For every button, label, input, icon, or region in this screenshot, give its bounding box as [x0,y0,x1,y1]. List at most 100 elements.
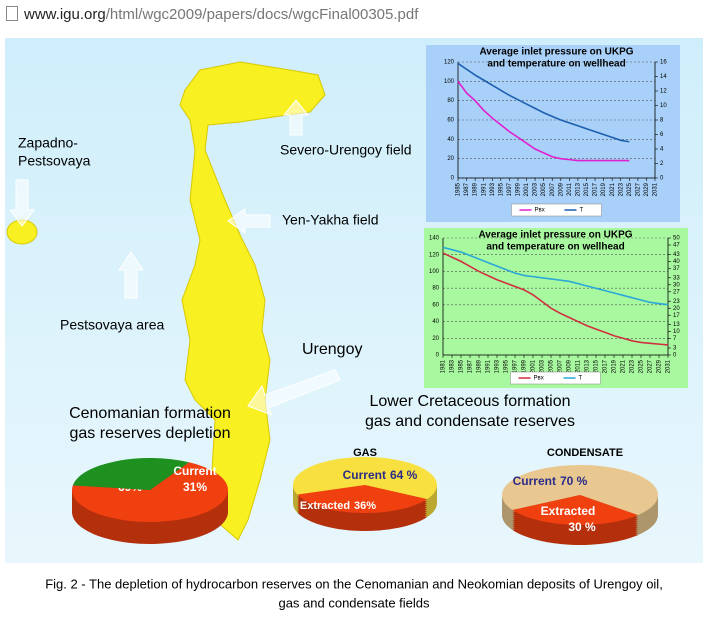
chart-title: Average inlet pressure on UKPG [479,47,633,58]
y2-tick-label: 14 [660,74,667,80]
pie-label-name: Extracted [541,504,596,518]
x-tick-label: 1993 [495,359,501,373]
x-tick-label: 2007 [550,182,556,196]
x-tick-label: 2017 [603,359,609,373]
y-tick-label: 0 [436,353,440,359]
x-tick-label: 1985 [459,359,465,373]
y2-tick-label: 7 [673,336,677,342]
series-line [457,80,630,162]
caption: Fig. 2 - The depletion of hydrocarbon re… [45,576,663,591]
pie-label-value: 30 % [568,520,596,534]
x-tick-label: 1995 [504,359,510,373]
y-tick-label: 40 [447,137,454,143]
x-tick-label: 1997 [507,182,513,196]
x-tick-label: 2015 [584,182,590,196]
x-tick-label: 1995 [498,182,504,196]
pie-slice [297,485,428,513]
legend-box [510,371,601,385]
x-tick-label: 2019 [601,182,607,196]
pie-slice [502,465,658,516]
x-tick-label: 2019 [612,359,618,373]
x-tick-label: 2005 [549,359,555,373]
legend-label: T [580,208,584,214]
y2-tick-label: 0 [660,176,664,182]
series-line [457,62,630,143]
pie-slice [512,495,638,525]
x-tick-label: 2021 [610,182,616,196]
address-bar[interactable]: www.igu.org/html/wgc2009/papers/docs/wgc… [0,0,708,30]
x-tick-label: 1997 [513,359,519,373]
y2-tick-label: 43 [673,252,680,258]
legend-label: T [579,376,583,382]
y-tick-label: 80 [432,286,439,292]
x-tick-label: 1999 [516,182,522,196]
x-tick-label: 2029 [644,182,650,196]
x-tick-label: 2021 [621,359,627,373]
y-tick-label: 0 [451,176,455,182]
pie-slice [293,457,438,500]
pie-label-name: Extracted [300,500,350,512]
y2-tick-label: 6 [660,132,664,138]
chart-title: and temperature on wellhead [486,242,624,253]
y-tick-label: 100 [429,269,440,275]
url-host: www.igu.org [24,6,106,23]
y2-tick-label: 50 [673,236,680,242]
legend-label: Pвх [534,376,544,382]
x-tick-label: 2003 [533,182,539,196]
x-tick-label: 2011 [576,359,582,373]
x-tick-label: 1989 [473,182,479,196]
y2-tick-label: 10 [660,103,667,109]
pie-label-name: Current [173,464,216,478]
y2-tick-label: 8 [660,118,664,124]
x-tick-label: 2031 [666,359,672,373]
url-path: /html/wgc2009/papers/docs/wgcFinal00305.… [105,6,419,23]
x-tick-label: 1987 [464,182,470,196]
pie-title: GAS [353,447,377,459]
y-tick-label: 60 [447,118,454,124]
pie-label: Extracted 36% [300,500,376,512]
pie-title: gas reserves depletion [70,425,231,442]
y-tick-label: 100 [444,79,455,85]
y2-tick-label: 30 [673,282,680,288]
x-tick-label: 2015 [594,359,600,373]
y2-tick-label: 37 [673,266,680,272]
x-tick-label: 1987 [468,359,474,373]
pie-label: Current 64 % [343,468,418,482]
y-tick-label: 140 [429,236,440,242]
x-tick-label: 2031 [653,182,659,196]
x-tick-label: 2027 [648,359,654,373]
arrows [9,99,341,416]
x-tick-label: 2023 [630,359,636,373]
map-label: Pestsovaya [18,153,91,169]
chart-title: and temperature on wellhead [487,59,625,70]
pie-label-name: Current [513,474,556,488]
pie-label-name: Current [343,468,386,482]
x-tick-label: 2009 [558,182,564,196]
x-tick-label: 1985 [456,182,462,196]
figure: Zapadno- Pestsovaya Severo-Urengoy field… [5,38,703,610]
y2-tick-label: 10 [673,329,680,335]
y2-tick-label: 33 [673,275,680,281]
group-title: gas and condensate reserves [365,413,575,430]
pie-slice [72,462,229,522]
y-tick-label: 80 [447,98,454,104]
y2-tick-label: 4 [660,147,664,153]
chart-title: Average inlet pressure on UKPG [478,230,632,241]
map-label: Urengoy [302,341,362,358]
x-tick-label: 2001 [531,359,537,373]
x-tick-label: 2013 [585,359,591,373]
x-tick-label: 2011 [567,182,573,196]
pie-title: CONDENSATE [547,447,623,459]
x-tick-label: 1981 [441,359,447,373]
y2-tick-label: 16 [660,60,667,66]
y2-tick-label: 40 [673,259,680,265]
y2-tick-label: 23 [673,299,680,305]
page-icon [6,6,18,21]
y2-tick-label: 13 [673,322,680,328]
x-tick-label: 2001 [524,182,530,196]
x-tick-label: 1989 [477,359,483,373]
x-tick-label: 2025 [627,182,633,196]
y2-tick-label: 27 [673,289,680,295]
pie-label-value: 70 % [560,474,588,488]
